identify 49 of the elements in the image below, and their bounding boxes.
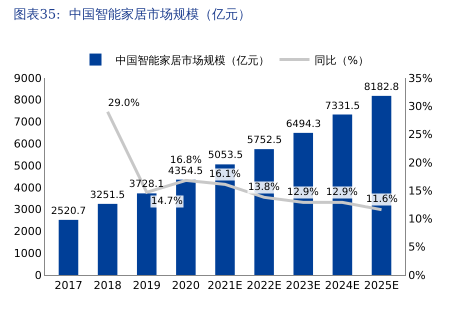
data-label: 16.1%	[209, 169, 241, 180]
y2-tick-label: 20%	[408, 156, 433, 170]
data-label: 2520.7	[51, 206, 86, 217]
data-label: 6494.3	[286, 119, 321, 130]
data-label: 8182.8	[364, 82, 399, 93]
x-tick-label: 2019	[132, 279, 161, 292]
y-tick-label: 0	[34, 268, 42, 282]
data-label: 12.9%	[287, 187, 319, 198]
y-tick-label: 1000	[14, 246, 42, 260]
y-tick-label: 9000	[14, 72, 42, 85]
y-tick-label: 2000	[14, 225, 42, 238]
x-tick-label: 2022E	[246, 279, 282, 292]
y2-tick-label: 5%	[408, 240, 426, 254]
data-label: 16.8%	[170, 155, 202, 166]
y2-tick-label: 35%	[408, 72, 433, 85]
x-tick-label: 2018	[94, 279, 122, 292]
data-label: 12.9%	[326, 187, 358, 198]
y2-tick-label: 25%	[408, 128, 433, 142]
data-label: 29.0%	[108, 98, 140, 109]
y-tick-label: 5000	[14, 159, 42, 172]
y-tick-label: 3000	[14, 203, 42, 216]
bar	[98, 204, 118, 275]
data-label: 5053.5	[208, 150, 243, 161]
data-label: 11.6%	[366, 194, 398, 205]
y-tick-label: 7000	[14, 116, 42, 129]
data-label: 4354.5	[168, 166, 203, 177]
x-tick-label: 2023E	[286, 279, 321, 292]
chart-title: 图表35: 中国智能家居市场规模（亿元）	[14, 6, 251, 23]
y-tick-label: 4000	[14, 181, 42, 194]
x-tick-label: 2024E	[324, 279, 360, 292]
data-label: 7331.5	[325, 101, 360, 112]
data-label: 3728.1	[129, 179, 164, 190]
data-label: 3251.5	[90, 190, 125, 201]
legend-label: 中国智能家居市场规模（亿元）	[116, 54, 270, 67]
legend-label: 同比（%）	[314, 54, 369, 67]
data-label: 13.8%	[248, 182, 280, 193]
y-tick-label: 6000	[14, 138, 42, 151]
y-tick-label: 8000	[14, 94, 42, 107]
x-tick-label: 2021E	[208, 279, 243, 292]
y2-tick-label: 0%	[408, 268, 426, 282]
bar	[58, 220, 78, 275]
x-tick-label: 2017	[54, 279, 82, 292]
data-label: 5752.5	[247, 135, 282, 146]
y2-tick-label: 30%	[408, 100, 433, 113]
x-tick-label: 2025E	[364, 279, 400, 292]
data-label: 14.7%	[151, 196, 183, 207]
y2-tick-label: 10%	[408, 212, 433, 226]
x-tick-label: 2020	[172, 279, 200, 292]
y2-tick-label: 15%	[408, 184, 433, 198]
